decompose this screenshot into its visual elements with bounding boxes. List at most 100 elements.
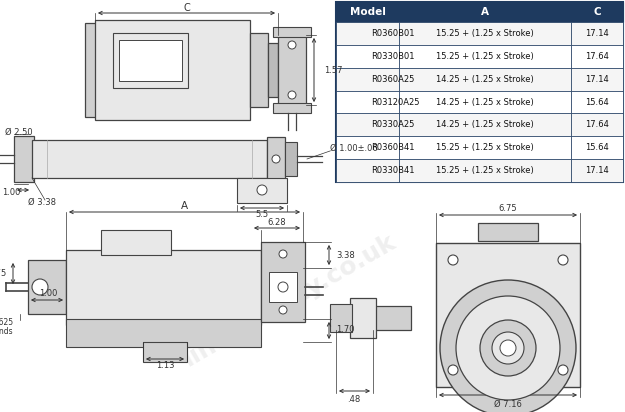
Text: 5.5: 5.5 [256,209,269,218]
Text: R03120A25: R03120A25 [372,98,420,106]
Bar [66,250,261,325]
Text: A: A [481,7,489,17]
Text: C: C [593,7,601,17]
Circle shape [32,279,48,295]
Text: C: C [183,3,190,13]
Bar [330,304,352,332]
Circle shape [279,250,287,258]
Text: R0330A25: R0330A25 [372,120,415,129]
Bar [278,35,306,105]
Text: R0330B41: R0330B41 [372,166,415,175]
Bar [261,242,305,322]
Circle shape [257,185,267,195]
Circle shape [288,41,296,49]
Bar [285,142,297,176]
Bar [336,113,399,136]
Bar [478,223,538,241]
Text: lindpsafety.co.uk: lindpsafety.co.uk [179,229,401,371]
Text: 14.25 + (1.25 x Stroke): 14.25 + (1.25 x Stroke) [436,98,534,106]
Text: 15.25 + (1.25 x Stroke): 15.25 + (1.25 x Stroke) [436,52,534,61]
Text: 15.25 + (1.25 x Stroke): 15.25 + (1.25 x Stroke) [436,143,534,152]
Text: 3.38: 3.38 [336,250,355,260]
Bar [571,136,623,159]
Text: R0360A25: R0360A25 [372,75,415,84]
Bar [399,113,571,136]
Bar [399,91,571,113]
Bar [269,272,297,302]
Circle shape [448,255,458,265]
Bar [336,2,399,22]
Text: 15.64: 15.64 [585,98,609,106]
Text: .48: .48 [348,395,361,403]
Text: .75: .75 [0,269,6,279]
Bar [571,159,623,182]
Bar [336,2,623,182]
Bar [571,45,623,68]
Text: Ø .625: Ø .625 [0,318,13,326]
Text: 1.00: 1.00 [2,187,21,197]
Bar [336,22,399,45]
Bar [268,43,278,97]
Text: 6.28: 6.28 [268,218,286,227]
Text: Both Ends: Both Ends [0,326,13,335]
Bar [143,342,187,362]
Text: Ø 1.00±.06: Ø 1.00±.06 [330,143,378,152]
Circle shape [272,155,280,163]
Circle shape [558,365,568,375]
Bar [101,230,171,255]
Bar [571,113,623,136]
Text: 14.25 + (1.25 x Stroke): 14.25 + (1.25 x Stroke) [436,120,534,129]
Circle shape [456,296,560,400]
Bar [336,68,399,91]
Text: 15.25 + (1.25 x Stroke): 15.25 + (1.25 x Stroke) [436,29,534,38]
Bar [399,136,571,159]
Text: R0360B01: R0360B01 [372,29,415,38]
Bar [273,103,311,113]
Bar [571,68,623,91]
Bar [336,91,399,113]
Text: 1.70: 1.70 [336,325,354,333]
Bar [350,298,376,338]
Circle shape [440,280,576,412]
Text: 17.14: 17.14 [585,166,609,175]
Bar [250,33,268,107]
Text: 17.64: 17.64 [585,52,609,61]
Text: A: A [181,201,188,211]
Bar [336,45,399,68]
Bar [273,27,311,37]
Text: 15.25 + (1.25 x Stroke): 15.25 + (1.25 x Stroke) [436,166,534,175]
Bar [14,136,34,182]
Bar [85,23,99,117]
Bar [399,45,571,68]
Circle shape [448,365,458,375]
Bar [32,140,267,178]
Circle shape [492,332,524,364]
Text: R0360B41: R0360B41 [372,143,415,152]
Bar [237,178,287,203]
Bar [571,91,623,113]
Text: Ø 2.50: Ø 2.50 [5,127,32,136]
Bar [113,33,188,88]
Bar [399,68,571,91]
Text: 6.75: 6.75 [499,204,518,213]
Text: 17.64: 17.64 [585,120,609,129]
Circle shape [500,340,516,356]
Circle shape [278,282,288,292]
Bar [267,137,285,181]
Bar [436,243,580,387]
Text: 15.64: 15.64 [585,143,609,152]
Circle shape [279,306,287,314]
Bar [66,319,261,347]
Text: 1.13: 1.13 [156,360,174,370]
Bar [95,20,250,120]
Bar [571,2,623,22]
Bar [571,22,623,45]
Text: 1.57: 1.57 [324,66,342,75]
Text: R0330B01: R0330B01 [372,52,415,61]
Text: 17.14: 17.14 [585,29,609,38]
Bar [336,159,399,182]
Circle shape [288,91,296,99]
Text: Ø 7.16: Ø 7.16 [494,400,522,409]
Circle shape [558,255,568,265]
Text: Model: Model [349,7,386,17]
